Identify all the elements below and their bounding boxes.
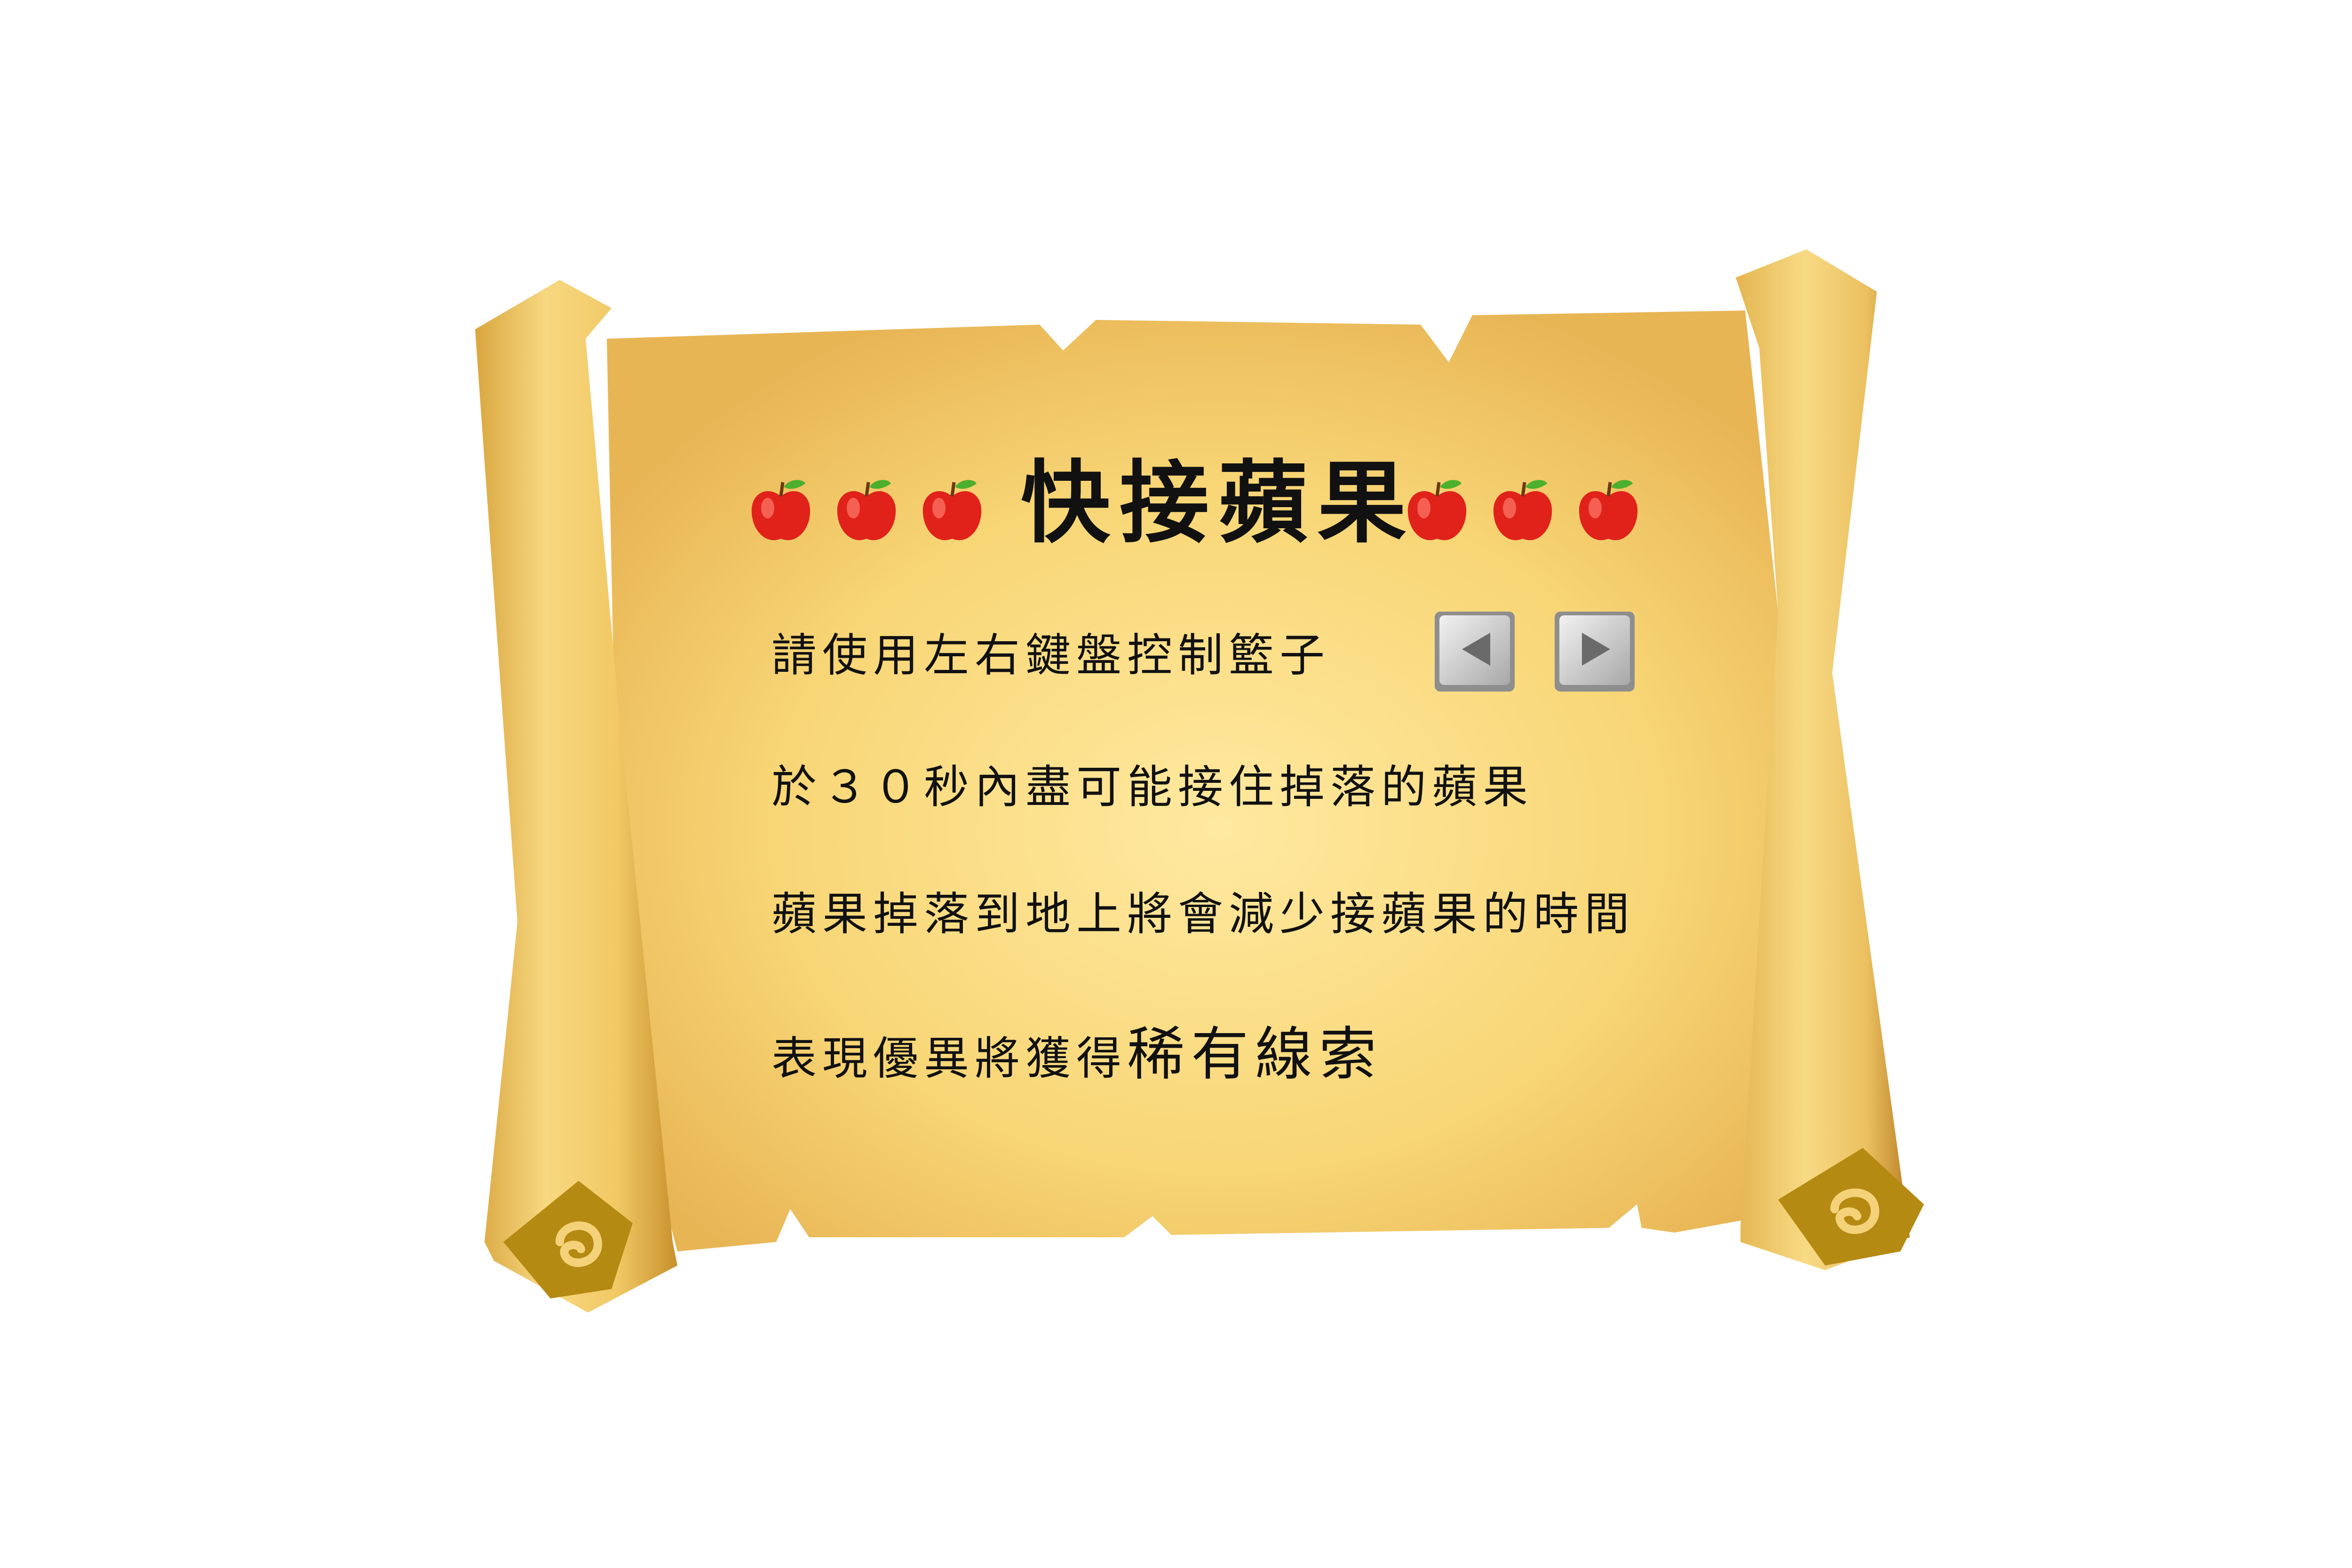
left-arrow-key-icon xyxy=(1435,612,1515,692)
reward-highlight: 稀有線索 xyxy=(1127,1021,1383,1088)
apple-icon xyxy=(1579,480,1638,541)
apple-icon xyxy=(751,480,810,541)
parchment-sheet xyxy=(607,310,1830,1251)
apple-icon xyxy=(922,480,982,541)
apple-row-right xyxy=(1404,475,1641,546)
instruction-penalty: 蘋果掉落到地上將會減少接蘋果的時間 xyxy=(771,888,1635,940)
instruction-controls: 請使用左右鍵盤控制籃子 xyxy=(771,629,1330,682)
apple-icon xyxy=(1407,480,1467,541)
spiral-icon xyxy=(1778,1148,1924,1266)
right-arrow-key-icon xyxy=(1555,612,1635,692)
reward-text: 表現優異將獲得 xyxy=(771,1032,1127,1085)
scroll-roll-left xyxy=(475,280,677,1313)
apple-row-left xyxy=(748,475,985,546)
scroll-roll-right xyxy=(1736,249,1910,1270)
apple-icon xyxy=(1493,480,1552,541)
game-title: 快接蘋果 xyxy=(1021,451,1416,555)
spiral-icon xyxy=(503,1181,633,1298)
instruction-goal: 於３０秒內盡可能接住掉落的蘋果 xyxy=(771,761,1534,813)
instruction-reward: 表現優異將獲得稀有線索 xyxy=(771,1026,1383,1083)
apple-icon xyxy=(837,480,896,541)
